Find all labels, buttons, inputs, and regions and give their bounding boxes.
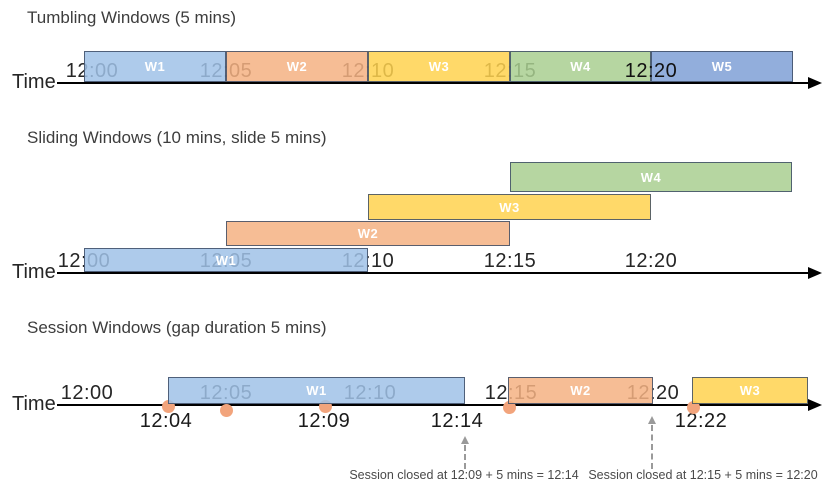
tumbling-time-axis-label: Time [12,71,56,93]
tumbling-window-label: W1 [144,59,166,74]
session-window-label: W2 [570,383,591,398]
session-time-axis-label: Time [12,393,56,415]
sliding-window-label: W4 [640,169,662,185]
sliding-window-label: W2 [357,226,379,241]
tumbling-window-w5: W5 [651,51,793,82]
tumbling-tick-label: 12:20 [624,60,678,82]
session-window-w2: W2 [508,377,653,404]
callout-dashed-line [464,445,466,469]
tumbling-window-label: W3 [428,59,450,74]
session-axis-arrowhead-icon [808,399,822,411]
session-event-time-label: 12:09 [297,410,351,432]
callout-up-arrow-icon [647,416,656,424]
session-event-time-label: 12:04 [139,410,193,432]
session-event-time-label: 12:14 [430,410,484,432]
sliding-window-label: W3 [499,199,520,215]
session-window-w3: W3 [692,377,808,404]
callout-up-arrow-icon [460,436,469,444]
session-tick-label: 12:00 [60,382,114,404]
session-time-axis [57,404,808,406]
tumbling-window-label: W2 [286,59,308,74]
session-window-label: W1 [306,383,327,398]
session-section-title: Session Windows (gap duration 5 mins) [27,318,327,337]
callout-dashed-line [651,425,653,469]
session-close-annotation: Session closed at 12:09 + 5 mins = 12:14 [349,468,579,482]
session-event-time-label: 12:22 [674,410,728,432]
sliding-window-w4: W4 [510,162,792,192]
tumbling-window-w4: W4 [510,51,651,82]
tumbling-window-label: W5 [711,59,733,74]
session-close-annotation: Session closed at 12:15 + 5 mins = 12:20 [588,468,818,482]
tumbling-window-w2: W2 [226,51,368,82]
sliding-time-axis [57,272,808,274]
sliding-window-w1: W1 [84,248,368,272]
sliding-axis-arrowhead-icon [808,267,822,279]
tumbling-window-w1: W1 [84,51,226,82]
sliding-window-label: W1 [215,252,237,268]
sliding-tick-label: 12:20 [624,250,678,272]
tumbling-time-axis [57,82,808,84]
sliding-window-w3: W3 [368,194,651,220]
tumbling-window-label: W4 [570,59,591,74]
sliding-section-title: Sliding Windows (10 mins, slide 5 mins) [27,128,327,147]
tumbling-window-w3: W3 [368,51,510,82]
sliding-time-axis-label: Time [12,261,56,283]
tumbling-section-title: Tumbling Windows (5 mins) [27,8,237,27]
tumbling-axis-arrowhead-icon [808,77,822,89]
session-window-w1: W1 [168,377,465,404]
session-window-label: W3 [739,383,761,398]
sliding-window-w2: W2 [226,221,510,246]
session-event-dot-icon [219,403,233,417]
sliding-tick-label: 12:15 [483,250,537,272]
